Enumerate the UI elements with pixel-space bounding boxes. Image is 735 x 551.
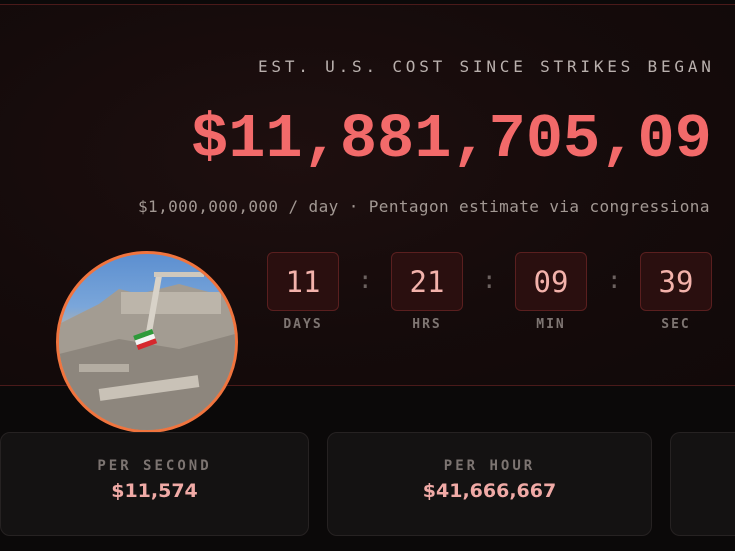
stat-label: PER SECOND [97,458,212,474]
unit-minutes: MIN [536,317,566,332]
counter-label: EST. U.S. COST SINCE STRIKES BEGAN [258,57,715,76]
stat-label: PER HOUR [443,458,536,474]
rubble-with-flag-icon [59,272,235,430]
separator: : [358,266,373,294]
stat-card-per-hour: PER HOUR $41,666,667 [327,432,652,536]
unit-seconds: SEC [661,317,691,332]
rate-subtitle: $1,000,000,000 / day · Pentagon estimate… [138,197,710,216]
total-cost: $11,881,705,09 [191,104,712,175]
stat-value: $11,574 [111,480,198,502]
stat-value: $41,666,667 [422,480,557,502]
unit-hours: HRS [412,317,442,332]
stat-card-partial [670,432,735,536]
countdown-minutes: 09 [515,252,587,311]
separator: : [482,266,497,294]
unit-days: DAYS [283,317,323,332]
rubble-photo [56,251,238,433]
countdown-days: 11 [267,252,339,311]
countdown-seconds: 39 [640,252,712,311]
stat-card-per-second: PER SECOND $11,574 [0,432,309,536]
countdown-hours: 21 [391,252,463,311]
separator: : [607,266,622,294]
